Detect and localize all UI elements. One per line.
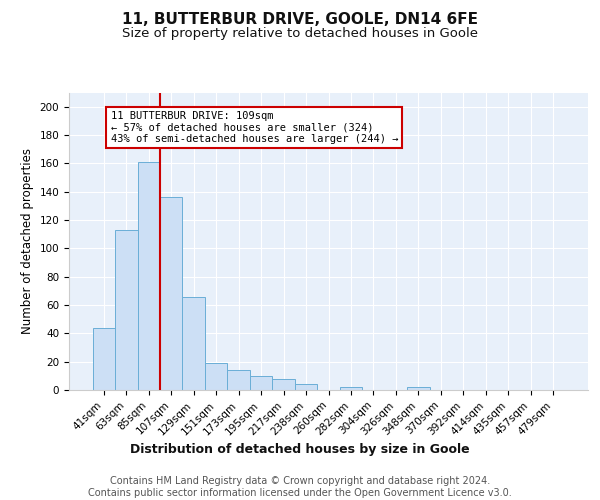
Text: 11 BUTTERBUR DRIVE: 109sqm
← 57% of detached houses are smaller (324)
43% of sem: 11 BUTTERBUR DRIVE: 109sqm ← 57% of deta… bbox=[110, 111, 398, 144]
Bar bbox=[137, 162, 160, 390]
Bar bbox=[227, 370, 250, 390]
Text: 11, BUTTERBUR DRIVE, GOOLE, DN14 6FE: 11, BUTTERBUR DRIVE, GOOLE, DN14 6FE bbox=[122, 12, 478, 28]
Bar bbox=[160, 198, 182, 390]
Text: Size of property relative to detached houses in Goole: Size of property relative to detached ho… bbox=[122, 28, 478, 40]
Bar bbox=[407, 387, 430, 390]
Text: Distribution of detached houses by size in Goole: Distribution of detached houses by size … bbox=[130, 442, 470, 456]
Bar bbox=[272, 378, 295, 390]
Bar bbox=[182, 296, 205, 390]
Bar bbox=[92, 328, 115, 390]
Bar bbox=[250, 376, 272, 390]
Bar bbox=[295, 384, 317, 390]
Bar bbox=[205, 363, 227, 390]
Y-axis label: Number of detached properties: Number of detached properties bbox=[21, 148, 34, 334]
Text: Contains HM Land Registry data © Crown copyright and database right 2024.
Contai: Contains HM Land Registry data © Crown c… bbox=[88, 476, 512, 498]
Bar bbox=[340, 387, 362, 390]
Bar bbox=[115, 230, 137, 390]
